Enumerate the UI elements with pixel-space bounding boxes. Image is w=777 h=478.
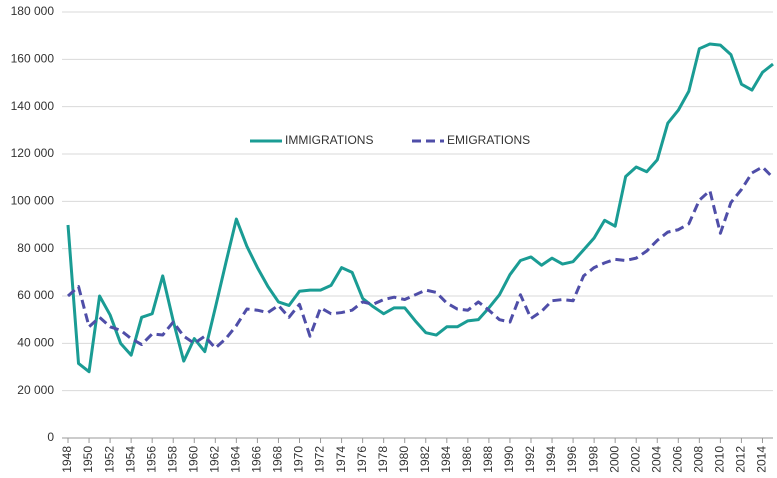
x-tick-label: 1984	[439, 446, 453, 473]
x-tick-label: 2012	[734, 446, 748, 473]
series-line	[66, 165, 775, 350]
y-tick-label: 100 000	[11, 194, 55, 208]
x-tick-label: 1992	[523, 446, 537, 473]
series-line	[66, 42, 774, 374]
x-tick-label: 1982	[418, 446, 432, 473]
y-tick-label: 180 000	[11, 4, 55, 18]
x-tick-label: 2014	[755, 446, 769, 473]
x-tick-label: 2002	[628, 446, 642, 473]
x-tick-label: 2008	[692, 446, 706, 473]
y-tick-label: 120 000	[11, 146, 55, 160]
x-tick-label: 1958	[165, 446, 179, 473]
y-tick-label: 140 000	[11, 99, 55, 113]
y-tick-label: 40 000	[17, 336, 54, 350]
x-tick-label: 1950	[81, 446, 95, 473]
x-tick-label: 1972	[313, 446, 327, 473]
x-tick-label: 1960	[186, 446, 200, 473]
x-tick-label: 1976	[355, 446, 369, 473]
x-tick-label: 2010	[713, 446, 727, 473]
y-tick-label: 160 000	[11, 52, 55, 66]
x-tick-label: 1988	[481, 446, 495, 473]
x-tick-label: 1994	[544, 446, 558, 473]
y-tick-label: 20 000	[17, 383, 54, 397]
x-tick-label: 1962	[207, 446, 221, 473]
y-tick-label: 60 000	[17, 288, 54, 302]
x-tick-label: 1968	[271, 446, 285, 473]
x-tick-label: 1986	[460, 446, 474, 473]
x-tick-label: 1980	[397, 446, 411, 473]
x-tick-label: 1952	[102, 446, 116, 473]
x-tick-label: 1974	[334, 446, 348, 473]
x-tick-label: 1964	[229, 446, 243, 473]
x-tick-label: 2004	[649, 446, 663, 473]
x-tick-label: 1970	[292, 446, 306, 473]
x-tick-label: 1954	[123, 446, 137, 473]
x-tick-label: 2006	[670, 446, 684, 473]
y-tick-label: 80 000	[17, 241, 54, 255]
y-tick-label: 0	[47, 430, 54, 444]
legend-label: EMIGRATIONS	[447, 133, 530, 147]
x-tick-label: 2000	[607, 446, 621, 473]
x-tick-label: 1990	[502, 446, 516, 473]
x-tick-label: 1998	[586, 446, 600, 473]
x-tick-label: 1996	[565, 446, 579, 473]
x-tick-label: 1978	[376, 446, 390, 473]
x-tick-label: 1966	[250, 446, 264, 473]
x-tick-label: 1948	[60, 446, 74, 473]
legend-label: IMMIGRATIONS	[285, 133, 373, 147]
x-tick-label: 1956	[144, 446, 158, 473]
